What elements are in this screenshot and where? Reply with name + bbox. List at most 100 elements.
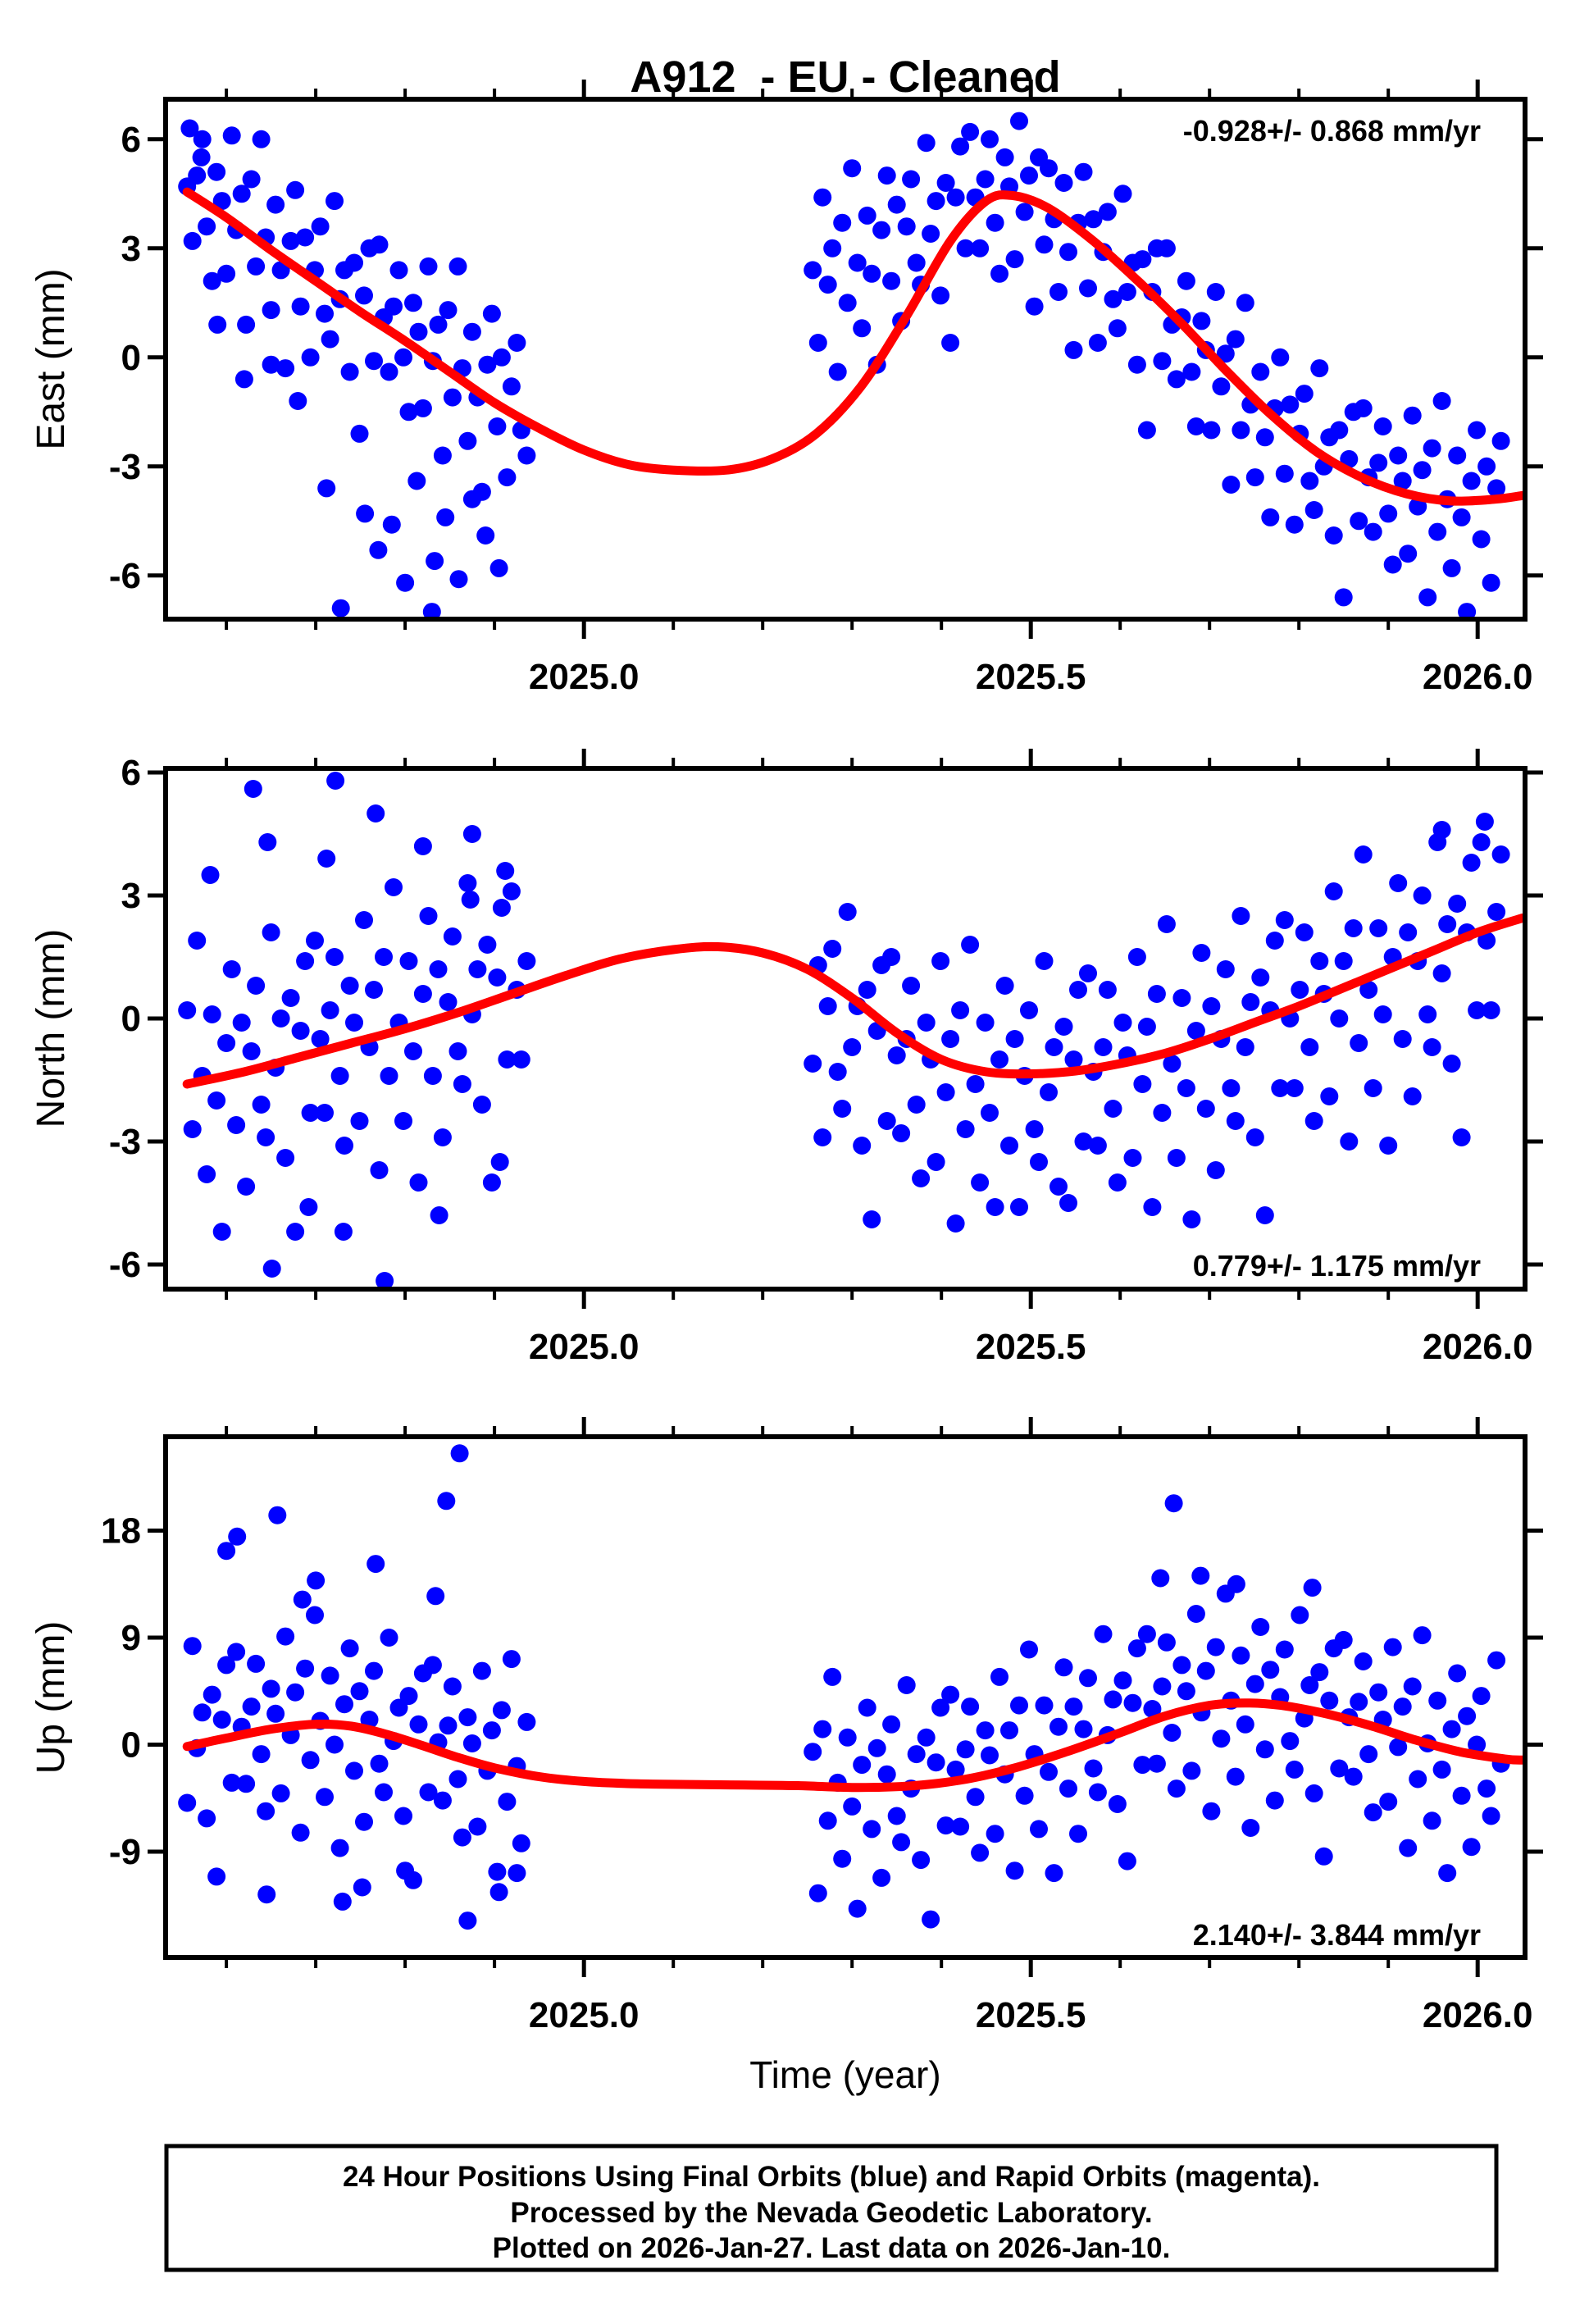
data-point [326, 772, 345, 790]
data-point [1487, 903, 1506, 921]
data-point [517, 952, 536, 970]
data-point [1428, 1691, 1447, 1710]
data-point [872, 221, 891, 239]
data-point [902, 170, 921, 189]
data-point [936, 1816, 955, 1835]
data-point [1196, 1661, 1215, 1680]
y-tick-label: 3 [121, 229, 141, 269]
data-point [1104, 289, 1122, 308]
data-point [887, 195, 906, 214]
data-point [1241, 993, 1260, 1011]
data-point [252, 1745, 271, 1764]
data-point [228, 1527, 247, 1546]
data-point [1216, 344, 1235, 363]
data-point [1040, 1762, 1058, 1781]
data-point [1418, 588, 1437, 607]
north-velocity-annotation: 0.779+/- 1.175 mm/yr [1193, 1249, 1481, 1283]
data-point [823, 1667, 842, 1686]
data-point [808, 334, 827, 352]
data-point [276, 1627, 295, 1646]
data-point [922, 1910, 940, 1929]
data-point [1079, 964, 1097, 982]
data-point [1393, 1030, 1412, 1048]
data-point [232, 1014, 251, 1032]
data-point [244, 780, 262, 798]
data-point [1049, 1717, 1068, 1736]
data-point [365, 981, 383, 999]
data-point [345, 253, 363, 272]
data-point [498, 1793, 517, 1811]
y-tick-label: -6 [109, 1245, 141, 1285]
data-point [1123, 1693, 1142, 1712]
data-point [321, 1001, 339, 1019]
data-point [1300, 1038, 1319, 1056]
data-point [902, 977, 921, 995]
data-point [1432, 964, 1451, 982]
data-point [813, 188, 832, 207]
data-point [208, 315, 227, 334]
data-point [385, 878, 403, 896]
data-point [180, 119, 199, 138]
data-point [370, 235, 389, 254]
data-point [833, 1849, 852, 1868]
data-point [1448, 1664, 1467, 1683]
data-point [1472, 833, 1491, 851]
data-point [376, 1272, 394, 1289]
data-point [1069, 1825, 1087, 1843]
data-point [301, 1751, 320, 1770]
data-point [1054, 174, 1073, 192]
data-point [311, 217, 330, 236]
y-tick-label: 6 [121, 120, 141, 160]
data-point [1015, 203, 1034, 221]
data-point [818, 997, 837, 1015]
data-point [1369, 1683, 1388, 1702]
y-tick-label: -3 [109, 1122, 141, 1162]
north-frame [163, 766, 1528, 1292]
east-data-points [178, 112, 1510, 619]
data-point [1438, 1864, 1457, 1883]
data-point [268, 1506, 287, 1524]
data-point [291, 1823, 310, 1842]
data-point [1350, 1693, 1368, 1711]
data-point [1202, 997, 1221, 1015]
data-point [1040, 1083, 1058, 1101]
data-point [227, 1643, 246, 1661]
data-point [517, 446, 536, 465]
x-axis-label: Time (year) [749, 2053, 940, 2096]
data-point [1123, 1149, 1142, 1167]
data-point [409, 1715, 428, 1734]
data-point [1491, 845, 1510, 864]
data-point [927, 1153, 945, 1171]
data-point [1324, 882, 1343, 900]
data-point [927, 1753, 945, 1772]
data-point [986, 1198, 1004, 1216]
x-tick-label: 2025.0 [529, 1995, 640, 2035]
data-point [892, 1833, 911, 1852]
data-point [1030, 1820, 1048, 1839]
data-point [1045, 1864, 1063, 1883]
data-point [296, 228, 315, 247]
data-point [1364, 522, 1382, 541]
data-point [823, 940, 842, 958]
data-point [1271, 348, 1290, 367]
data-point [192, 148, 211, 166]
data-point [370, 1754, 389, 1773]
data-point [1482, 1807, 1500, 1825]
data-point [450, 1444, 469, 1463]
data-point [1383, 1638, 1402, 1656]
data-point [1127, 355, 1146, 374]
data-point [1094, 1625, 1113, 1643]
data-point [1049, 283, 1068, 301]
data-point [1432, 392, 1451, 410]
data-point [468, 1817, 487, 1836]
data-point [1423, 1038, 1441, 1056]
north-ticks [148, 749, 1543, 1309]
x-tick-label: 2025.5 [976, 1995, 1086, 2035]
data-point [907, 1096, 926, 1114]
footer-line-2: Processed by the Nevada Geodetic Laborat… [510, 2197, 1152, 2229]
data-point [317, 850, 336, 868]
x-tick-label: 2026.0 [1423, 1327, 1533, 1367]
data-point [1108, 1795, 1127, 1813]
data-point [1074, 162, 1093, 181]
data-point [853, 1756, 872, 1775]
